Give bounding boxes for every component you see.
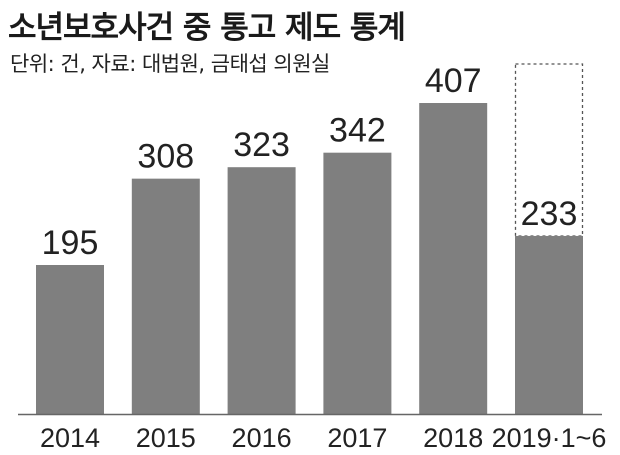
- value-label-2015: 308: [137, 138, 194, 176]
- value-labels-layer: 195 308 323 342 407 233: [42, 62, 578, 262]
- bar-2017: [323, 152, 392, 414]
- bars-layer: [36, 63, 584, 414]
- value-label-2016: 323: [233, 126, 290, 164]
- x-tick-label-2016: 2016: [232, 423, 292, 453]
- chart-subtitle: 단위: 건, 자료: 대법원, 금태섭 의원실: [10, 52, 330, 76]
- x-tick-label-2015: 2015: [136, 423, 196, 453]
- value-label-2018: 407: [425, 62, 482, 100]
- x-tick-labels-layer: 2014 2015 2016 2017 2018 2019·1~6: [40, 423, 606, 453]
- value-label-2014: 195: [42, 224, 99, 262]
- x-tick-label-2018: 2018: [423, 423, 483, 453]
- bar-2015: [131, 178, 200, 414]
- bar-2014: [36, 265, 104, 414]
- bar-2018: [419, 103, 488, 414]
- x-tick-label-2019-1-6: 2019·1~6: [492, 423, 607, 453]
- x-tick-label-2014: 2014: [40, 423, 100, 453]
- value-label-2017: 342: [329, 112, 386, 150]
- value-label-2019-1-6: 233: [521, 195, 578, 233]
- x-tick-label-2017: 2017: [327, 423, 387, 453]
- bar-2019-1-6: [515, 235, 583, 414]
- bar-2016: [227, 167, 296, 414]
- chart-title: 소년보호사건 중 통고 제도 통계: [8, 10, 406, 46]
